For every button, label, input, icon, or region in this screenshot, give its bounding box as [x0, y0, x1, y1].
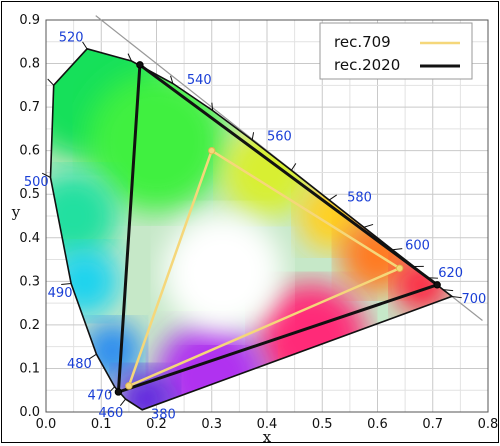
wavelength-tick	[392, 249, 402, 250]
y-tick-label: 0.4	[19, 231, 40, 246]
wavelength-label-540: 540	[187, 73, 212, 88]
wavelength-label-470: 470	[87, 389, 112, 404]
y-tick-label: 0.1	[19, 361, 40, 376]
wavelength-tick	[61, 284, 71, 285]
x-tick-label: 0.3	[201, 417, 222, 432]
y-tick-label: 0.7	[19, 100, 40, 115]
wavelength-label-460: 460	[98, 406, 123, 421]
wavelength-label-490: 490	[48, 286, 73, 301]
wavelength-tick	[48, 79, 54, 85]
wavelength-tick	[291, 163, 296, 170]
x-tick-label: 0.8	[478, 417, 499, 432]
y-axis-ticks: 0.00.10.20.30.40.50.60.70.80.9	[19, 13, 40, 420]
y-tick-label: 0.2	[19, 318, 40, 333]
y-tick-label: 0.6	[19, 144, 40, 159]
wavelength-label-620: 620	[438, 266, 463, 281]
white-point-blob	[193, 244, 241, 292]
y-tick-label: 0.8	[19, 57, 40, 72]
gamut-vertex-rec2020	[115, 389, 121, 395]
y-tick-label: 0.9	[19, 13, 40, 28]
y-axis-label: y	[11, 203, 21, 221]
gamut-vertex-rec709	[126, 383, 132, 389]
gamut-vertex-rec2020	[434, 282, 440, 288]
wavelength-label-560: 560	[267, 129, 292, 144]
wavelength-label-520: 520	[59, 31, 84, 46]
wavelength-label-580: 580	[347, 190, 372, 205]
x-axis-label: x	[263, 428, 272, 446]
wavelength-label-380: 380	[151, 408, 176, 423]
wavelength-tick	[120, 399, 125, 406]
legend-label-rec709: rec.709	[334, 33, 391, 51]
legend-label-rec2020: rec.2020	[334, 56, 400, 74]
wavelength-label-700: 700	[461, 292, 486, 307]
wavelength-tick	[252, 132, 253, 140]
wavelength-label-480: 480	[67, 357, 92, 372]
wavelength-label-600: 600	[405, 238, 430, 253]
wavelength-label-500: 500	[24, 175, 49, 190]
wavelength-tick	[329, 195, 337, 200]
y-tick-label: 0.3	[19, 274, 40, 289]
x-tick-label: 0.5	[312, 417, 333, 432]
legend: rec.709 rec.2020	[320, 23, 472, 79]
gamut-vertex-rec2020	[137, 62, 143, 68]
gamut-vertex-rec709	[396, 265, 402, 271]
gamut-vertex-rec709	[209, 147, 215, 153]
x-tick-label: 0.7	[422, 417, 443, 432]
x-tick-label: 0.6	[367, 417, 388, 432]
y-tick-label: 0.0	[19, 405, 40, 420]
wavelength-tick	[364, 224, 373, 227]
